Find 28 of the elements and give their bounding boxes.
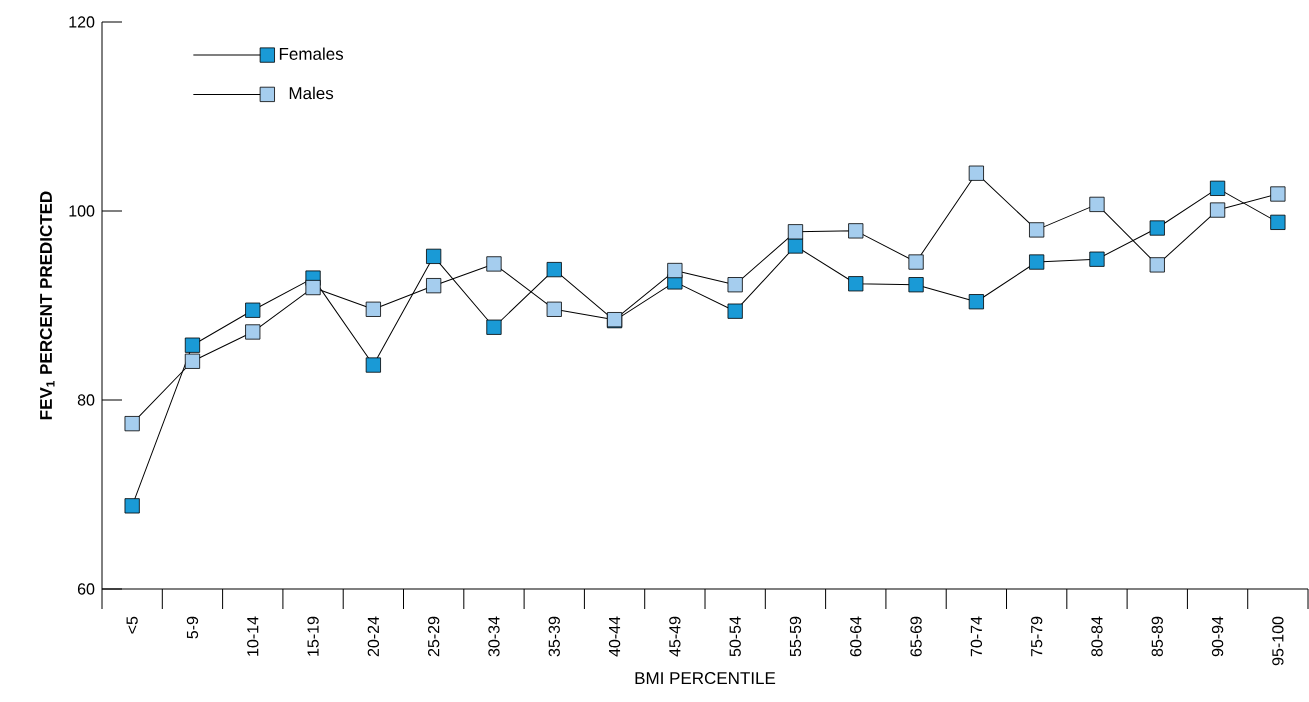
x-tick-label: 60-64 — [850, 616, 862, 657]
x-tick-label: 95-100 — [1272, 616, 1284, 666]
y-axis-title: FEV$_{1}$ PERCENT PREDICTED — [39, 191, 55, 420]
x-tick-label: 15-19 — [307, 616, 319, 656]
x-tick-label: 75-79 — [1031, 616, 1043, 657]
x-tick-label: 10-14 — [247, 616, 259, 656]
x-axis-title: BMI PERCENTILE — [635, 672, 776, 685]
x-tick-label: 20-24 — [367, 616, 380, 657]
x-tick-label: 50-54 — [729, 616, 741, 657]
y-tick-label: 100 — [69, 205, 95, 217]
legend-label: Males — [289, 86, 334, 100]
x-tick-label: 85-89 — [1151, 616, 1163, 657]
x-tick-label: 5-9 — [186, 616, 199, 639]
x-tick-label: 70-74 — [970, 616, 983, 657]
x-tick-label: 35-39 — [548, 616, 560, 657]
legend-label: Females — [279, 47, 344, 60]
x-tick-label: 45-49 — [669, 616, 681, 657]
x-tick-label: 80-84 — [1091, 616, 1103, 657]
y-tick-label: 80 — [77, 394, 95, 406]
x-tick-label: 90-94 — [1211, 616, 1224, 657]
x-tick-label: 30-34 — [488, 616, 500, 657]
x-tick-label: 25-29 — [428, 616, 440, 657]
x-tick-label: 55-59 — [789, 616, 802, 657]
x-tick-label: 40-44 — [608, 616, 621, 657]
x-tick-label: 65-69 — [910, 616, 922, 657]
y-tick-label: 120 — [69, 16, 95, 28]
y-tick-label: 60 — [77, 583, 95, 595]
x-tick-label: <5 — [126, 616, 138, 634]
